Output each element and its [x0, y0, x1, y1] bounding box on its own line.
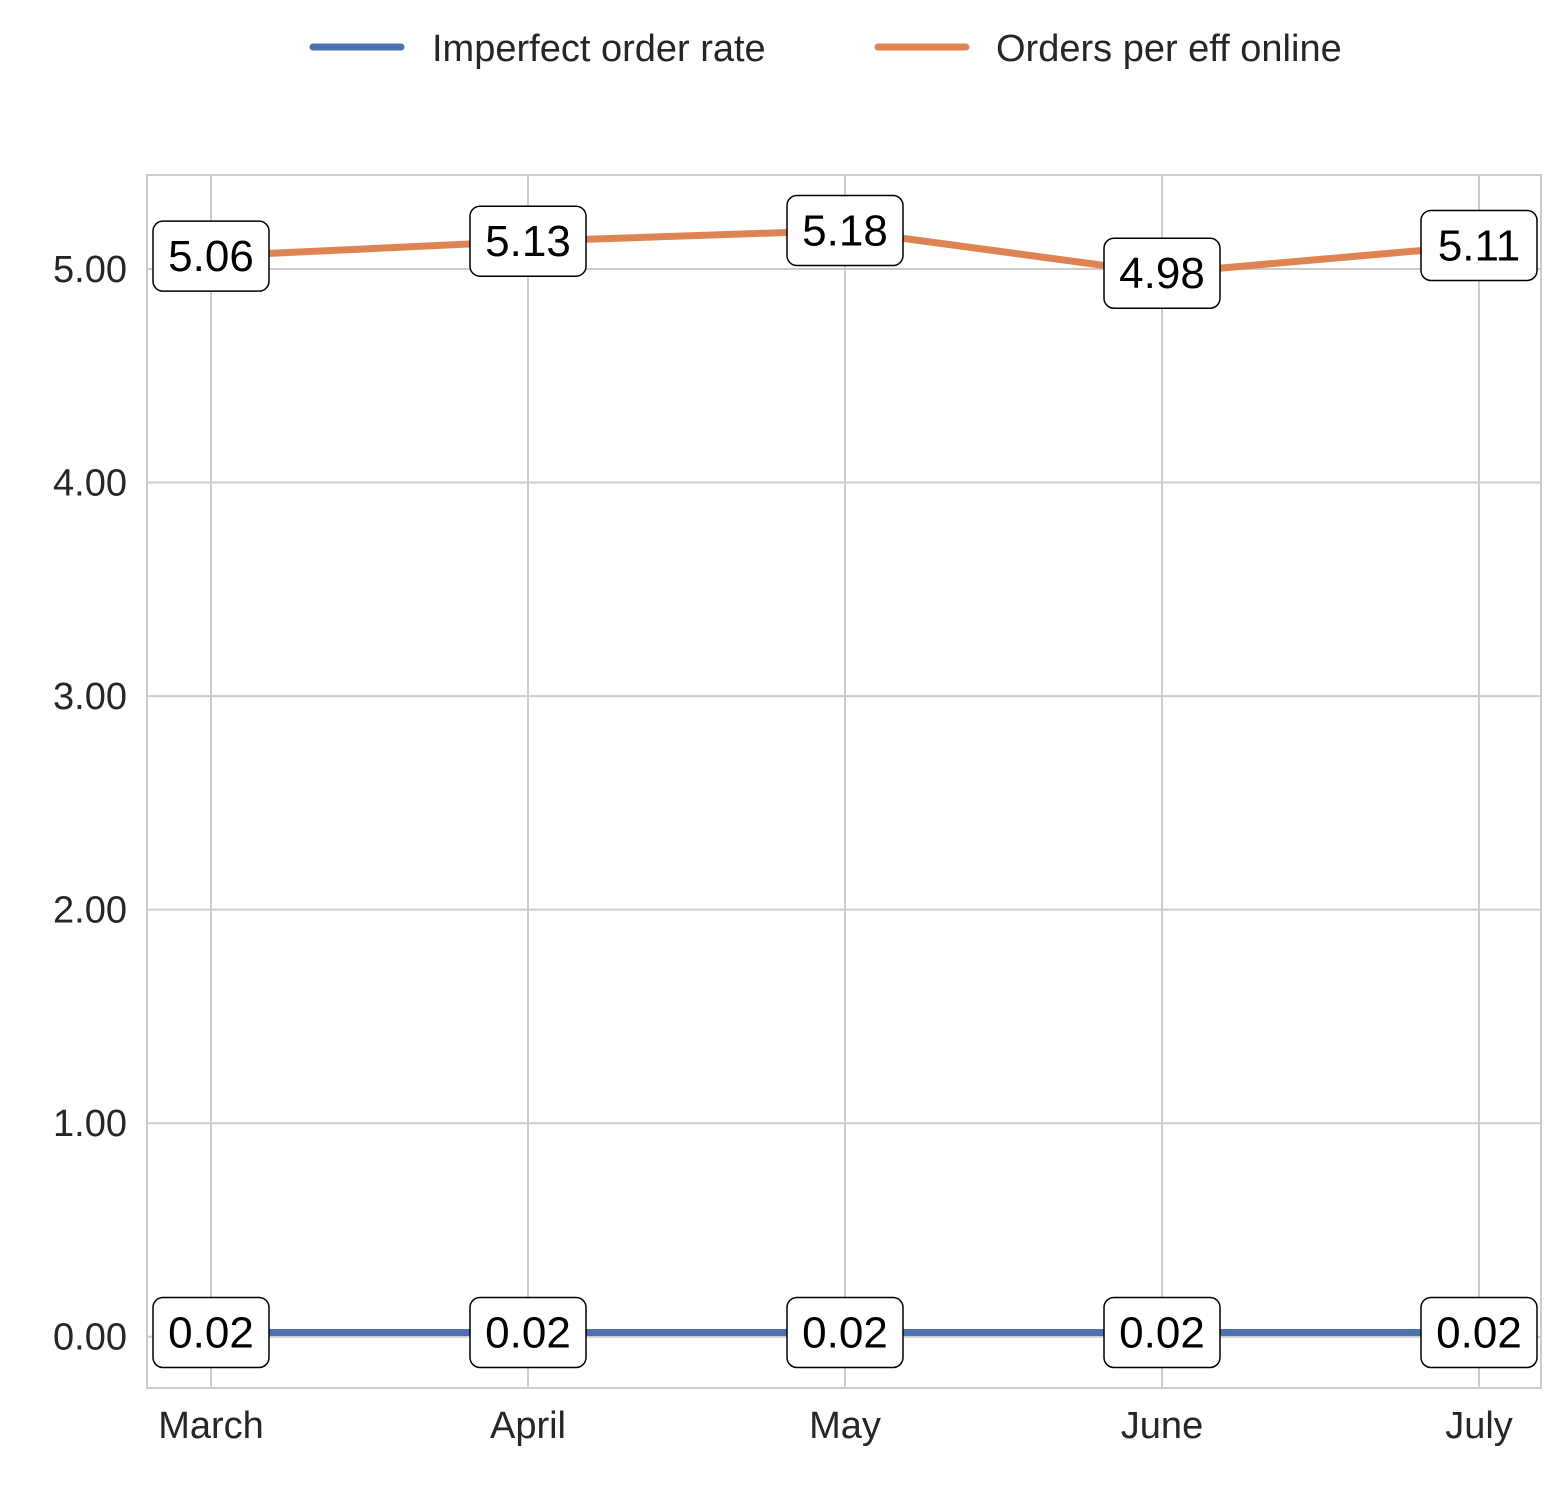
data-label: 5.11 — [1420, 209, 1538, 282]
data-label-text: 4.98 — [1119, 249, 1205, 298]
data-label-box — [469, 1296, 587, 1369]
y-axis-ticks: 0.00 1.00 2.00 3.00 4.00 5.00 — [53, 249, 127, 1359]
x-axis-ticks: March April May June July — [158, 1405, 1513, 1447]
data-label-text: 5.18 — [802, 207, 888, 256]
data-label: 5.06 — [152, 220, 270, 292]
data-label-box — [1103, 1296, 1221, 1369]
x-tick-label: June — [1121, 1405, 1203, 1447]
data-label-text: 0.02 — [1436, 1308, 1522, 1357]
legend-label: Orders per eff online — [996, 28, 1342, 70]
plot-frame — [146, 174, 1542, 1389]
data-label-text: 0.02 — [168, 1308, 254, 1357]
x-tick-label: July — [1445, 1405, 1513, 1447]
data-label-text: 0.02 — [485, 1308, 571, 1357]
x-tick-label: April — [490, 1405, 566, 1447]
data-label-text: 0.02 — [1119, 1308, 1205, 1357]
data-label: 5.13 — [469, 205, 587, 277]
legend-label: Imperfect order rate — [432, 28, 766, 70]
data-label-box — [1420, 209, 1538, 282]
y-tick-label: 4.00 — [53, 463, 127, 505]
legend-item: Imperfect order rate — [309, 28, 766, 70]
data-labels: 0.02 0.02 0.02 0.02 0.02 5.06 5.13 5.18 4.98 5.11 — [152, 194, 1538, 1369]
data-label-box — [1420, 1296, 1538, 1369]
data-label-text: 5.06 — [168, 232, 254, 281]
data-label-box — [152, 1296, 270, 1369]
data-label: 0.02 — [469, 1296, 587, 1369]
data-label-text: 5.11 — [1438, 221, 1520, 270]
data-label-box — [469, 205, 587, 277]
y-tick-label: 0.00 — [53, 1317, 127, 1359]
y-tick-label: 5.00 — [53, 249, 127, 291]
data-label: 0.02 — [786, 1296, 904, 1369]
legend: Imperfect order rate Orders per eff onlin… — [309, 28, 1342, 70]
data-label: 5.18 — [786, 194, 904, 267]
y-tick-label: 3.00 — [53, 676, 127, 718]
x-tick-label: May — [809, 1405, 881, 1447]
x-tick-label: March — [158, 1405, 264, 1447]
data-label-box — [1103, 237, 1221, 309]
data-label-box — [152, 220, 270, 292]
grid — [147, 175, 1541, 1388]
y-tick-label: 2.00 — [53, 890, 127, 932]
data-label-text: 0.02 — [802, 1308, 888, 1357]
data-label: 0.02 — [1420, 1296, 1538, 1369]
y-tick-label: 1.00 — [53, 1103, 127, 1145]
data-label: 4.98 — [1103, 237, 1221, 309]
data-label-text: 5.13 — [485, 217, 571, 266]
data-label: 0.02 — [1103, 1296, 1221, 1369]
data-label-box — [786, 1296, 904, 1369]
data-label-box — [786, 194, 904, 267]
legend-item: Orders per eff online — [874, 28, 1342, 70]
data-label: 0.02 — [152, 1296, 270, 1369]
